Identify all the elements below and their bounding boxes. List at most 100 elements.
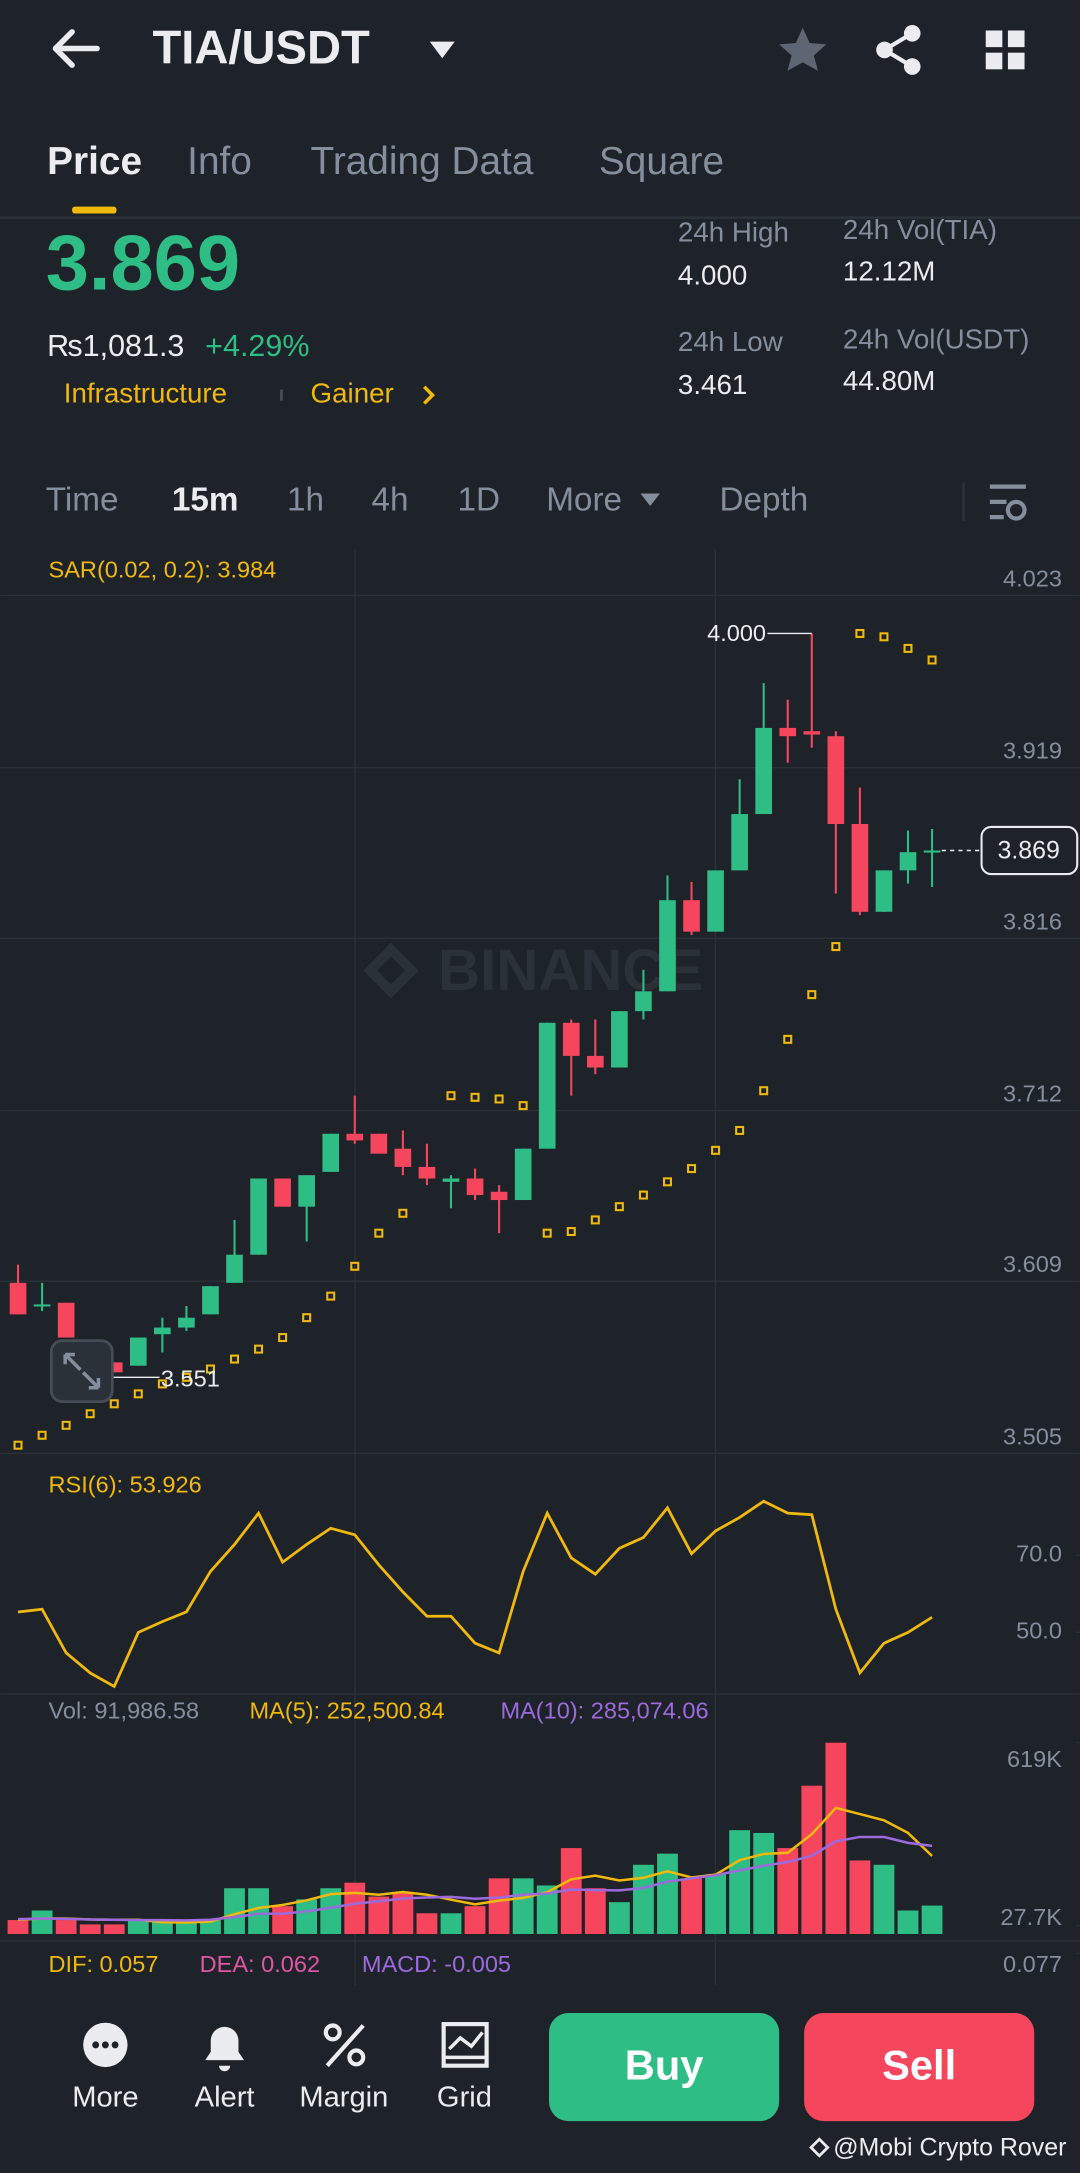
sar-dot — [230, 1354, 240, 1364]
buy-label[interactable]: Buy — [625, 2041, 704, 2088]
candle-body — [274, 1178, 291, 1207]
candle-body — [851, 823, 869, 912]
ma-line — [17, 1835, 933, 1922]
interval[interactable]: 1D — [458, 482, 501, 519]
volume-bar — [320, 1888, 342, 1934]
candle-body — [9, 1282, 27, 1315]
stat-label: 24h Low — [678, 326, 784, 357]
interval[interactable]: Depth — [720, 482, 809, 519]
pair-title[interactable]: TIA/USDT — [153, 21, 371, 74]
volume-bar — [392, 1892, 414, 1934]
candle-body — [490, 1191, 508, 1201]
apps-icon[interactable] — [985, 30, 1025, 70]
sar-dot — [518, 1101, 528, 1111]
sar-dot — [61, 1420, 71, 1430]
sar-dot — [350, 1261, 360, 1271]
tag[interactable]: Gainer — [311, 377, 394, 408]
volume-bar — [825, 1742, 847, 1934]
volume-bar — [151, 1921, 173, 1934]
sell-button[interactable] — [804, 2013, 1035, 2122]
volume-bar — [31, 1910, 53, 1934]
interval[interactable]: 1h — [287, 482, 324, 519]
nav-label[interactable]: Grid — [437, 2082, 492, 2114]
volume-bar — [705, 1874, 726, 1934]
candle-body — [346, 1133, 364, 1141]
sar-dot — [133, 1389, 143, 1399]
sar-dot — [398, 1208, 408, 1218]
tab[interactable]: Trading Data — [311, 140, 534, 183]
candle-body — [250, 1178, 267, 1255]
tab[interactable]: Info — [187, 140, 252, 183]
candle-body — [538, 1022, 556, 1149]
percent-slash — [325, 2024, 365, 2068]
margin-icon[interactable] — [323, 2023, 366, 2068]
sar-dot — [181, 1372, 191, 1382]
settings-lines — [989, 484, 1026, 520]
alert-icon[interactable] — [205, 2026, 245, 2072]
candle-body — [899, 852, 917, 871]
sell-label[interactable]: Sell — [882, 2041, 956, 2088]
chart-settings-icon[interactable] — [989, 484, 1027, 521]
sar-dot — [735, 1125, 745, 1135]
interval[interactable]: 15m — [172, 482, 239, 519]
volume-bar — [849, 1860, 871, 1934]
volume-bar — [272, 1906, 294, 1934]
volume-bar — [729, 1830, 751, 1934]
volume-bar — [584, 1888, 606, 1934]
y-tick-label: 0.077 — [1003, 1951, 1062, 1977]
candle-body — [514, 1148, 532, 1201]
candle-body — [635, 991, 652, 1012]
more-dot — [92, 2041, 100, 2049]
sar-dot — [807, 990, 817, 1000]
buy-button[interactable] — [549, 2013, 780, 2122]
legend-entry: MA(5): 252,500.84 — [250, 1697, 445, 1723]
candle-body — [466, 1178, 484, 1196]
candle-body — [875, 870, 893, 912]
more-dropdown-icon[interactable] — [640, 493, 660, 507]
volume-bar — [897, 1910, 919, 1934]
volume-bar — [633, 1864, 654, 1934]
interval[interactable]: More — [546, 482, 622, 519]
nav-label[interactable]: More — [72, 2082, 138, 2114]
candle-body — [586, 1055, 604, 1068]
tab[interactable]: Price — [47, 140, 142, 183]
apps-square — [985, 52, 1003, 70]
interval[interactable]: 4h — [372, 482, 409, 519]
y-tick-label: 3.712 — [1003, 1081, 1062, 1107]
candle-body — [154, 1327, 171, 1335]
sar-dot — [879, 632, 889, 642]
high-marker-label: 4.000 — [707, 620, 766, 646]
tab[interactable]: Square — [599, 140, 724, 183]
grid-icon[interactable] — [441, 2022, 489, 2068]
sar-dot — [494, 1094, 504, 1104]
tab-indicator — [72, 206, 117, 214]
sar-dot — [302, 1313, 312, 1323]
volume-bar — [873, 1864, 895, 1934]
sar-dot — [542, 1228, 552, 1238]
credit: @Mobi Crypto Rover — [833, 2133, 1066, 2161]
expand-button[interactable] — [49, 1339, 114, 1404]
volume-bar — [801, 1785, 823, 1934]
more-icon[interactable] — [83, 2022, 128, 2068]
tag[interactable]: Infrastructure — [64, 377, 227, 408]
candle-body — [298, 1175, 315, 1207]
apps-square — [1007, 30, 1025, 48]
interval[interactable]: Time — [46, 482, 119, 519]
share-icon[interactable] — [876, 24, 921, 75]
sar-dot — [783, 1034, 793, 1044]
bottom-nav: More Alert Margin Grid — [72, 2082, 492, 2114]
percent-dot — [323, 2023, 342, 2042]
volume-bar — [103, 1924, 125, 1934]
pair-dropdown-icon[interactable] — [429, 41, 455, 59]
y-tick-label: 3.505 — [1003, 1423, 1062, 1449]
y-tick-label: 50.0 — [1016, 1618, 1062, 1644]
favorite-icon[interactable] — [779, 27, 827, 71]
volume-bar — [368, 1896, 390, 1934]
volume-bar — [536, 1885, 558, 1934]
nav-label[interactable]: Alert — [195, 2082, 255, 2114]
volume-bar — [921, 1905, 943, 1934]
candle-body — [779, 727, 797, 737]
candle-body — [755, 727, 773, 815]
nav-label[interactable]: Margin — [299, 2082, 388, 2114]
back-button[interactable] — [52, 29, 100, 68]
